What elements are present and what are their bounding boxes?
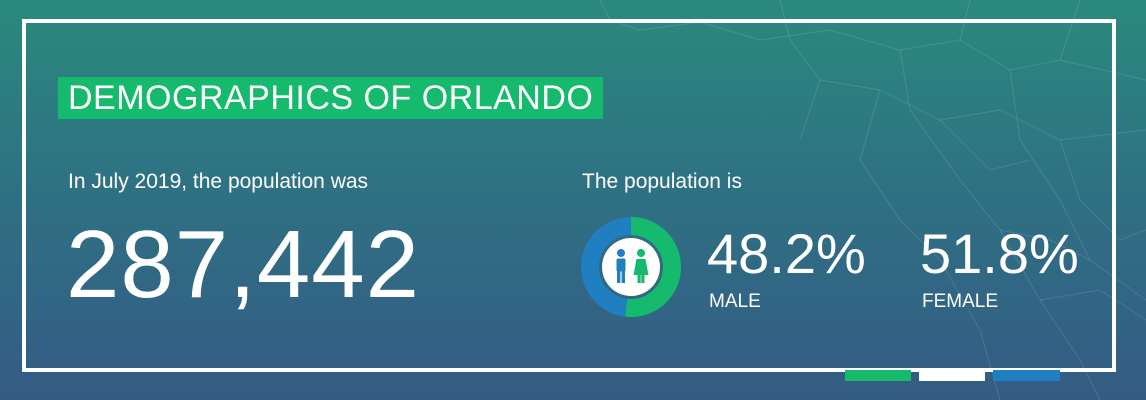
accent-bar-blue <box>993 370 1060 381</box>
donut-center <box>602 238 660 296</box>
population-count: 287,442 <box>66 211 421 318</box>
accent-bar-white <box>919 370 985 381</box>
page-title: DEMOGRAPHICS OF ORLANDO <box>58 77 604 119</box>
male-label: MALE <box>709 291 761 312</box>
female-label: FEMALE <box>922 291 999 312</box>
gender-donut-chart <box>581 217 681 317</box>
accent-bar-green <box>845 370 911 381</box>
female-percentage: 51.8% <box>920 222 1079 285</box>
white-frame <box>22 19 1116 372</box>
female-arc <box>625 217 681 317</box>
male-percentage: 48.2% <box>707 222 866 285</box>
population-intro-text: In July 2019, the population was <box>68 170 369 193</box>
population-split-label: The population is <box>582 170 742 193</box>
people-restroom-icon <box>616 249 649 283</box>
